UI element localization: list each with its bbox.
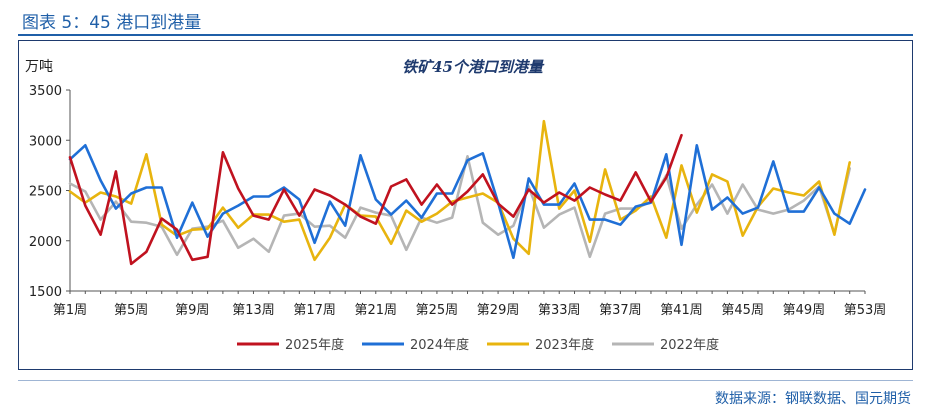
x-tick-label: 第9周: [175, 303, 209, 318]
x-tick-label: 第53周: [844, 303, 887, 318]
x-tick-label: 第45周: [721, 303, 764, 318]
legend-label: 2022年度: [660, 337, 719, 353]
y-tick-label: 1500: [29, 285, 62, 300]
x-tick-label: 第41周: [660, 303, 703, 318]
chart-title: 铁矿45个港口到港量: [402, 58, 545, 76]
y-axis-label: 万吨: [25, 59, 53, 75]
x-tick-label: 第29周: [477, 303, 520, 318]
legend-label: 2024年度: [410, 337, 469, 353]
x-tick-label: 第49周: [783, 303, 826, 318]
legend-label: 2023年度: [535, 337, 594, 353]
figure-title: 图表 5：45 港口到港量: [22, 13, 202, 33]
chart-container: 铁矿45个港口到港量 万吨 1500 2000 2500 3000 3500 第1周 第5周 第9…: [18, 40, 913, 370]
x-tick-label: 第1周: [53, 303, 87, 318]
x-tick-label: 第25周: [416, 303, 459, 318]
x-tick-label: 第33周: [538, 303, 581, 318]
legend-label: 2025年度: [285, 337, 344, 353]
y-tick-label: 2500: [29, 185, 62, 200]
x-tick-label: 第17周: [293, 303, 336, 318]
x-tick-label: 第5周: [114, 303, 148, 318]
series-line-2022年度: [68, 155, 852, 259]
x-tick-label: 第37周: [599, 303, 642, 318]
title-divider: [18, 34, 913, 36]
series-line-2024年度: [68, 144, 867, 260]
footer-divider: [18, 380, 913, 381]
y-tick-label: 3500: [29, 84, 62, 99]
y-tick-label: 3000: [29, 134, 62, 149]
y-tick-label: 2000: [29, 235, 62, 250]
x-tick-label: 第13周: [232, 303, 275, 318]
series-line-2025年度: [68, 133, 683, 266]
source-note: 数据来源：钢联数据、国元期货: [715, 391, 911, 407]
x-tick-label: 第21周: [354, 303, 397, 318]
line-chart: 铁矿45个港口到港量 万吨 1500 2000 2500 3000 3500 第1周 第5周 第9…: [25, 58, 887, 353]
